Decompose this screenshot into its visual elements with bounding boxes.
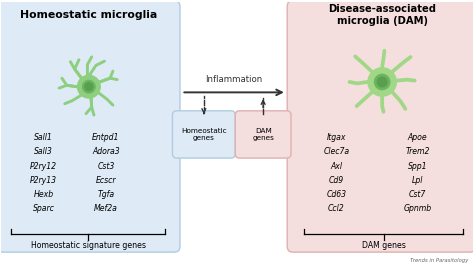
Text: Ccl2: Ccl2 <box>328 204 345 213</box>
Circle shape <box>85 83 93 91</box>
Text: Homeostatic
genes: Homeostatic genes <box>181 128 227 141</box>
Text: Spp1: Spp1 <box>408 162 428 171</box>
Circle shape <box>78 75 100 98</box>
Text: P2ry13: P2ry13 <box>30 176 57 185</box>
Text: Inflammation: Inflammation <box>205 75 263 84</box>
Text: Adora3: Adora3 <box>92 147 119 156</box>
Text: Mef2a: Mef2a <box>94 204 118 213</box>
Text: Disease-associated
microglia (DAM): Disease-associated microglia (DAM) <box>328 4 436 26</box>
Text: Homeostatic signature genes: Homeostatic signature genes <box>31 241 146 250</box>
Text: Trends in Parasitology: Trends in Parasitology <box>410 258 469 262</box>
FancyBboxPatch shape <box>287 1 474 252</box>
Text: Trem2: Trem2 <box>405 147 430 156</box>
Text: Clec7a: Clec7a <box>323 147 349 156</box>
Text: DAM genes: DAM genes <box>362 241 405 250</box>
Circle shape <box>377 77 387 87</box>
Text: Cd63: Cd63 <box>326 190 346 199</box>
Text: Sparc: Sparc <box>33 204 55 213</box>
Text: Tgfa: Tgfa <box>97 190 114 199</box>
Text: Ecscr: Ecscr <box>96 176 116 185</box>
Text: Homeostatic microglia: Homeostatic microglia <box>20 10 157 20</box>
Text: Axl: Axl <box>330 162 342 171</box>
FancyBboxPatch shape <box>0 1 180 252</box>
Text: Entpd1: Entpd1 <box>92 133 119 142</box>
Text: Sall3: Sall3 <box>34 147 53 156</box>
Text: Lpl: Lpl <box>412 176 423 185</box>
Circle shape <box>374 74 390 90</box>
Circle shape <box>368 68 396 96</box>
Text: Apoe: Apoe <box>408 133 428 142</box>
FancyBboxPatch shape <box>235 111 291 158</box>
Text: Cst3: Cst3 <box>97 162 114 171</box>
Text: P2ry12: P2ry12 <box>30 162 57 171</box>
FancyBboxPatch shape <box>173 111 235 158</box>
Circle shape <box>82 80 95 93</box>
Text: Hexb: Hexb <box>34 190 54 199</box>
Text: Cd9: Cd9 <box>329 176 344 185</box>
Text: DAM
genes: DAM genes <box>252 128 274 141</box>
Text: Gpnmb: Gpnmb <box>403 204 432 213</box>
Text: Cst7: Cst7 <box>409 190 426 199</box>
Text: Sall1: Sall1 <box>34 133 53 142</box>
Text: Itgax: Itgax <box>327 133 346 142</box>
